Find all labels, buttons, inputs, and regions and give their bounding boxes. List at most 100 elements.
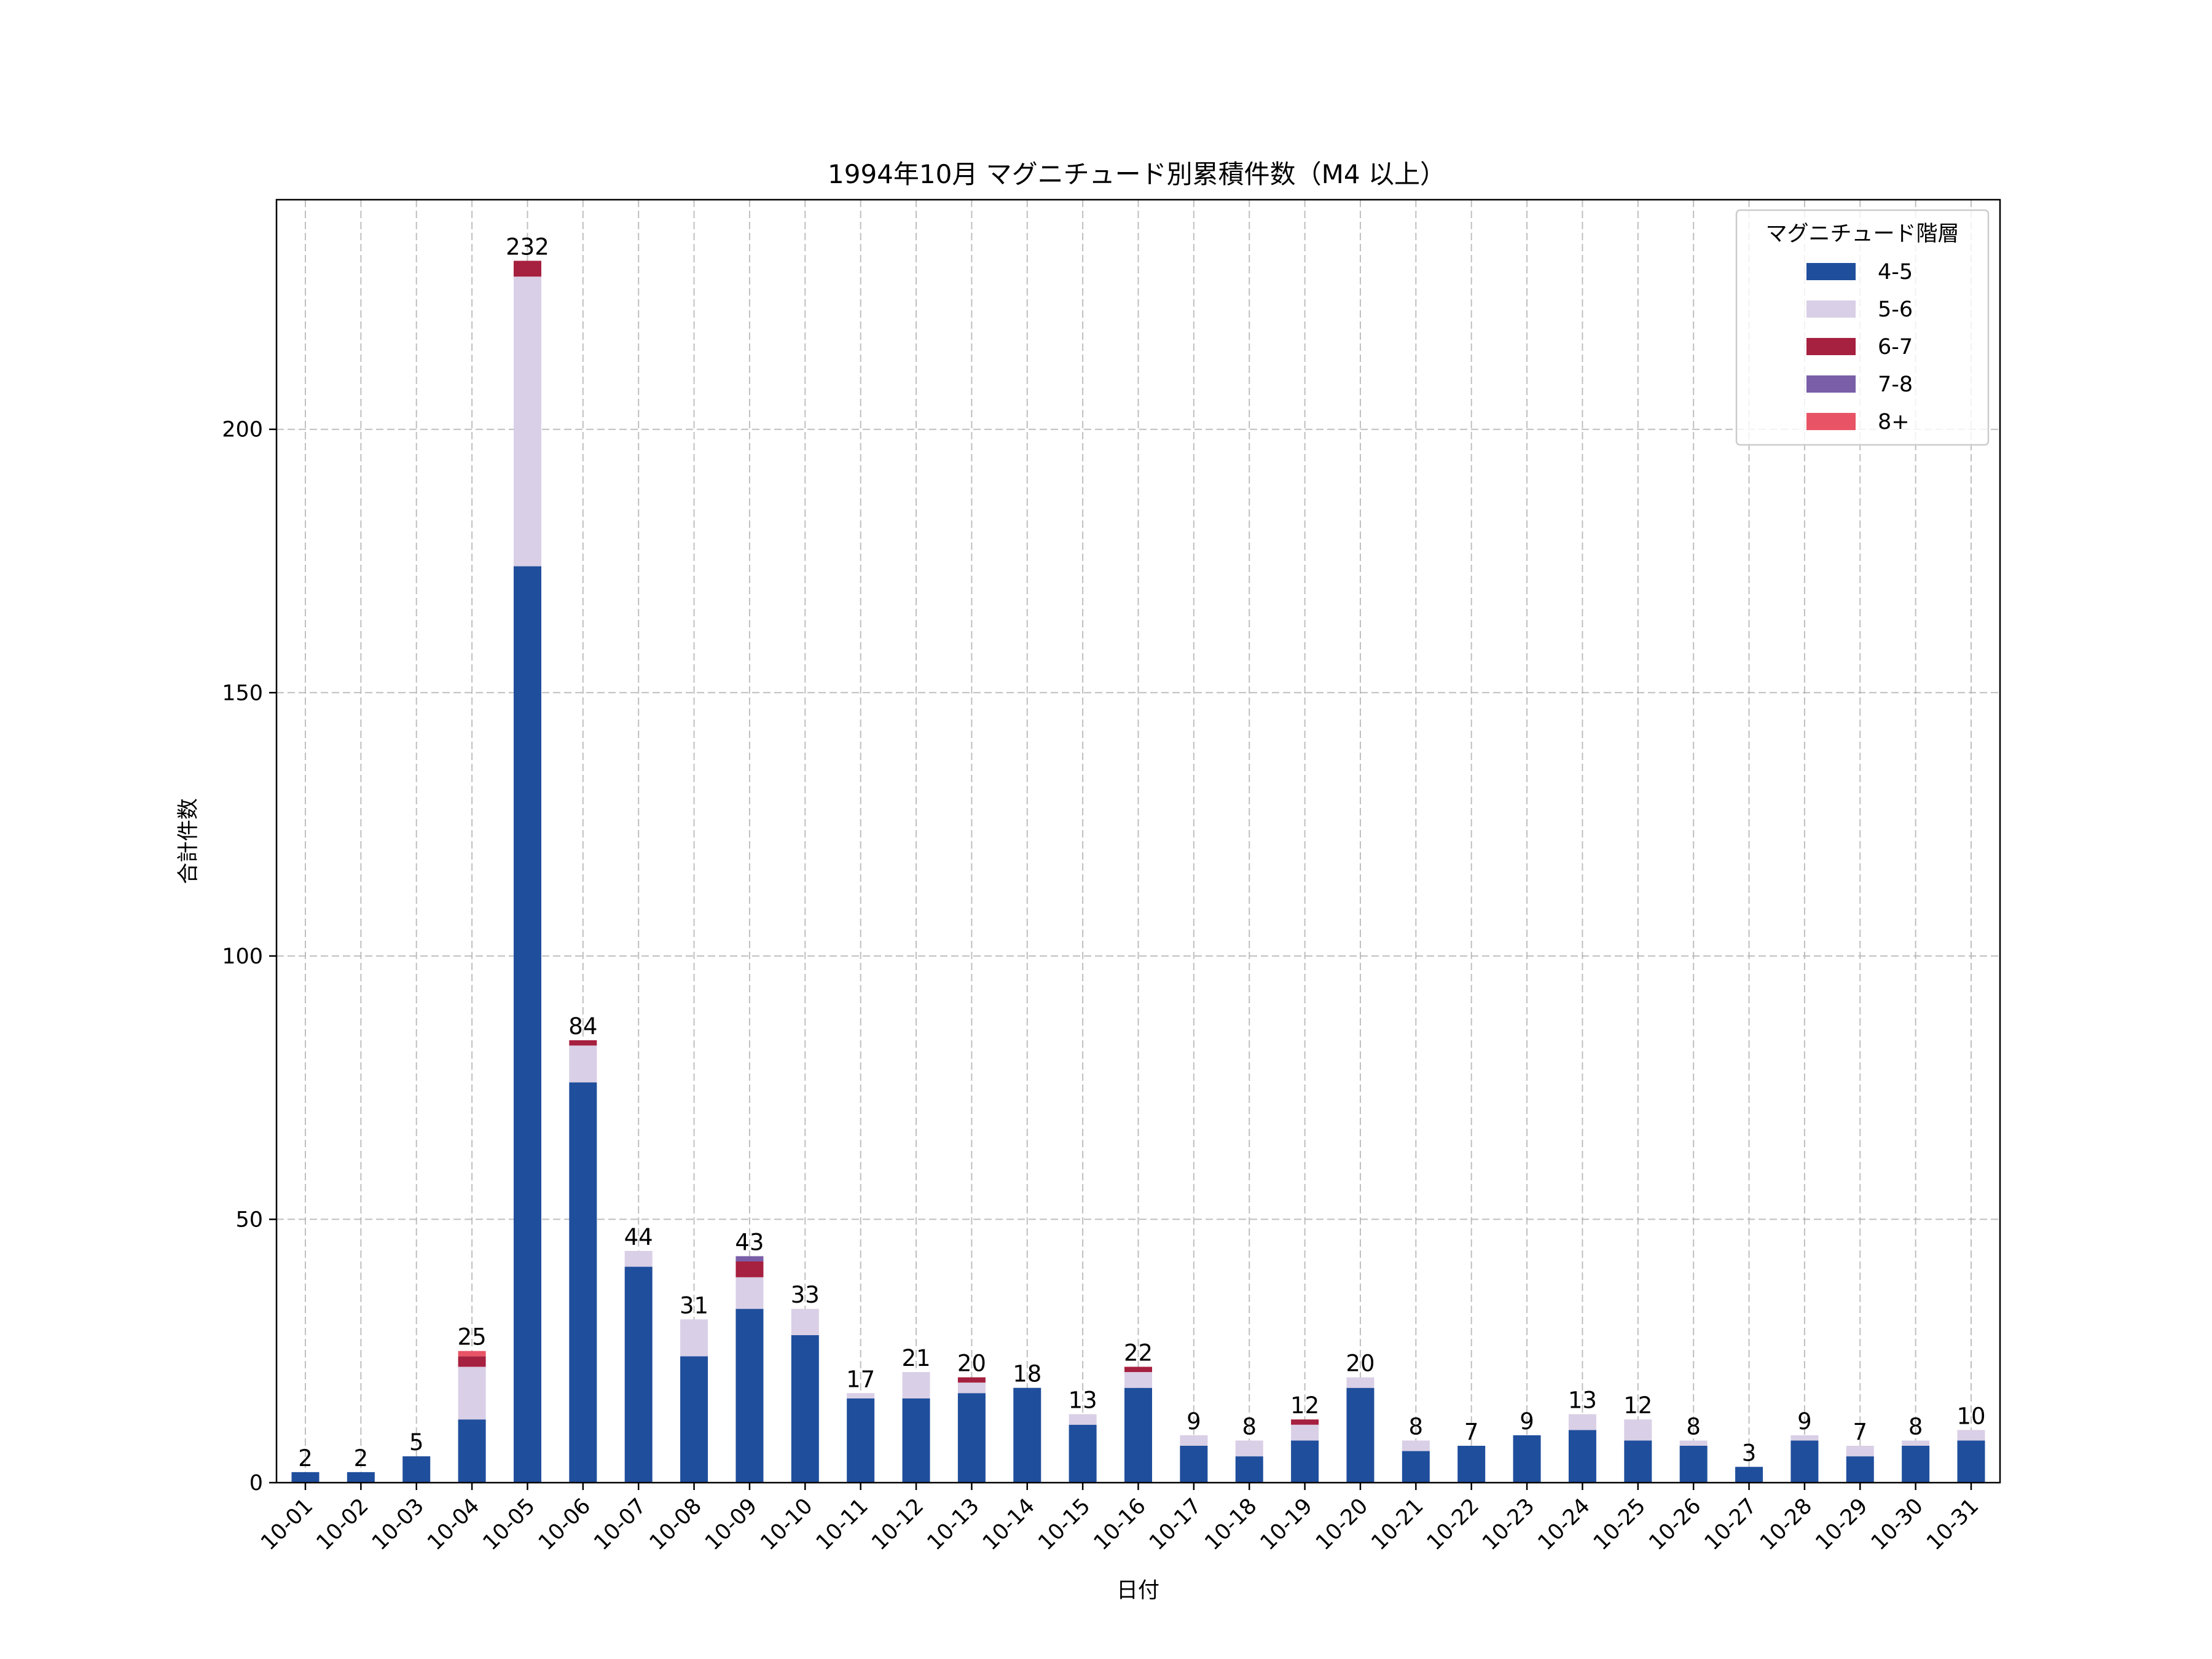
bar-total-label: 8 bbox=[1686, 1413, 1701, 1440]
bar-segment bbox=[1513, 1435, 1541, 1483]
bar-segment bbox=[569, 1045, 597, 1083]
bar-total-label: 10 bbox=[1956, 1403, 1985, 1429]
bar-segment bbox=[680, 1319, 708, 1357]
bar-segment bbox=[402, 1456, 431, 1483]
bar-segment bbox=[1291, 1424, 1319, 1441]
bar-segment bbox=[1790, 1440, 1819, 1483]
bar-total-label: 8 bbox=[1242, 1413, 1257, 1440]
bar-segment bbox=[1902, 1440, 1930, 1446]
bar-segment bbox=[1957, 1440, 1985, 1483]
bar-segment bbox=[1402, 1451, 1430, 1483]
bar-segment bbox=[458, 1367, 486, 1420]
bar-total-label: 8 bbox=[1409, 1413, 1424, 1440]
bar-segment bbox=[1790, 1435, 1819, 1441]
bar-segment bbox=[1902, 1446, 1930, 1483]
y-tick-label: 150 bbox=[222, 681, 263, 705]
bar-segment bbox=[624, 1250, 653, 1267]
grid bbox=[276, 200, 2000, 1483]
bar-total-label: 25 bbox=[458, 1324, 487, 1351]
bar-total-label: 13 bbox=[1069, 1387, 1097, 1414]
legend-label: 6-7 bbox=[1878, 335, 1913, 359]
legend-swatch bbox=[1806, 300, 1856, 318]
y-tick-label: 50 bbox=[235, 1207, 263, 1232]
bar-segment bbox=[1235, 1456, 1263, 1483]
bar-segment bbox=[1402, 1440, 1430, 1451]
bar-total-label: 43 bbox=[735, 1229, 764, 1255]
bar-segment bbox=[957, 1393, 986, 1483]
x-axis-label: 日付 bbox=[1116, 1579, 1159, 1603]
bar-total-label: 7 bbox=[1853, 1419, 1867, 1445]
bar-segment bbox=[1069, 1414, 1097, 1425]
bar-total-label: 9 bbox=[1797, 1408, 1812, 1435]
bar-segment bbox=[1013, 1387, 1041, 1483]
bar-segment bbox=[1069, 1424, 1097, 1483]
y-tick-label: 0 bbox=[249, 1471, 263, 1496]
bar-total-label: 13 bbox=[1568, 1387, 1597, 1414]
bar-segment bbox=[1291, 1419, 1319, 1425]
bar-segment bbox=[957, 1382, 986, 1394]
bar-segment bbox=[1624, 1440, 1652, 1483]
legend-label: 5-6 bbox=[1878, 297, 1913, 322]
y-tick-label: 100 bbox=[222, 944, 263, 969]
bar-segment bbox=[902, 1398, 930, 1483]
bar-segment bbox=[1346, 1377, 1375, 1388]
bar-total-label: 12 bbox=[1290, 1392, 1319, 1419]
bar-segment bbox=[1568, 1414, 1596, 1430]
bar-segment bbox=[1957, 1430, 1985, 1441]
bar-segment bbox=[1346, 1387, 1375, 1483]
bar-segment bbox=[1735, 1467, 1763, 1483]
bar-segment bbox=[1568, 1430, 1596, 1483]
bar-segment bbox=[902, 1372, 930, 1398]
bar-total-label: 31 bbox=[680, 1292, 708, 1319]
bar-segment bbox=[1291, 1440, 1319, 1483]
bar-segment bbox=[569, 1040, 597, 1046]
bar-segment bbox=[1624, 1419, 1652, 1441]
bar-total-label: 17 bbox=[846, 1366, 875, 1392]
bars bbox=[291, 261, 1985, 1483]
legend-swatch bbox=[1806, 338, 1856, 355]
bar-total-label: 84 bbox=[568, 1013, 597, 1040]
bar-total-label: 22 bbox=[1124, 1339, 1153, 1366]
bar-segment bbox=[1124, 1387, 1152, 1483]
legend-swatch bbox=[1806, 375, 1856, 393]
y-axis-label: 合計件数 bbox=[176, 798, 201, 884]
bar-segment bbox=[847, 1393, 875, 1398]
legend-label: 7-8 bbox=[1878, 372, 1913, 397]
bar-total-label: 9 bbox=[1520, 1408, 1534, 1435]
bar-total-label: 20 bbox=[1346, 1351, 1375, 1377]
bar-segment bbox=[680, 1356, 708, 1483]
bar-segment bbox=[513, 276, 541, 567]
bar-total-label: 3 bbox=[1742, 1440, 1757, 1466]
bar-total-label: 44 bbox=[624, 1224, 653, 1250]
bar-total-label: 5 bbox=[409, 1429, 424, 1456]
bar-segment bbox=[291, 1472, 320, 1483]
bar-segment bbox=[1679, 1440, 1708, 1446]
bar-total-label: 9 bbox=[1186, 1408, 1201, 1435]
bar-segment bbox=[1679, 1446, 1708, 1483]
bar-segment bbox=[347, 1472, 375, 1483]
bar-segment bbox=[1124, 1372, 1152, 1388]
legend-swatch bbox=[1806, 413, 1856, 430]
legend: マグニチュード階層 4-5 5-6 6-7 7-8 8+ bbox=[1735, 209, 1990, 446]
bar-segment bbox=[1457, 1446, 1486, 1483]
legend-label: 8+ bbox=[1878, 410, 1910, 434]
legend-box bbox=[1735, 209, 1990, 446]
bar-segment bbox=[458, 1356, 486, 1367]
bar-segment bbox=[791, 1309, 819, 1335]
bar-segment bbox=[1180, 1446, 1208, 1483]
bar-total-label: 2 bbox=[354, 1445, 369, 1472]
bar-segment bbox=[957, 1377, 986, 1383]
bar-segment bbox=[847, 1398, 875, 1483]
bar-segment bbox=[458, 1419, 486, 1483]
bar-segment bbox=[513, 566, 541, 1483]
bar-total-label: 7 bbox=[1464, 1419, 1479, 1445]
legend-title: マグニチュード階層 bbox=[1765, 222, 1959, 246]
bar-total-label: 18 bbox=[1013, 1361, 1041, 1387]
bar-segment bbox=[735, 1277, 764, 1309]
bar-total-label: 21 bbox=[901, 1345, 930, 1371]
bar-segment bbox=[513, 261, 541, 277]
bar-total-label: 33 bbox=[791, 1282, 820, 1308]
legend-swatch bbox=[1806, 263, 1856, 280]
